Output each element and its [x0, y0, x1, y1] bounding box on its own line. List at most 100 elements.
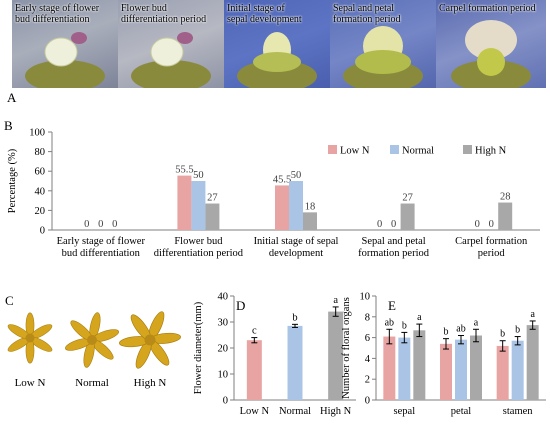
bar	[287, 325, 303, 400]
significance-letter: b	[292, 312, 297, 323]
category-label: Sepal and petal	[362, 236, 426, 247]
y-tick-label: 100	[29, 128, 45, 139]
flower-center	[25, 333, 35, 343]
significance-letter: ab	[385, 317, 394, 328]
bud-illustration	[451, 20, 531, 88]
stage-photo: Carpel formation period	[436, 0, 546, 88]
stage-photo-label: Flower bud differentiation period	[121, 3, 206, 25]
y-tick-label: 20	[218, 344, 229, 355]
category-label: bud differentiation	[62, 248, 141, 259]
significance-letter: b	[515, 325, 520, 336]
data-label: 27	[402, 193, 413, 204]
bar-high-n	[498, 202, 513, 230]
significance-letter: a	[333, 295, 338, 306]
stage-photo-label: Sepal and petal formation period	[333, 3, 400, 25]
category-label: differentiation period	[154, 248, 244, 259]
data-label: 27	[207, 193, 218, 204]
y-tick-label: 2	[365, 375, 370, 386]
category-label: period	[478, 248, 506, 259]
stage-photo: Early stage of flower bud differentiation	[12, 0, 118, 88]
stage-photo-label: Initial stage of sepal development	[227, 3, 302, 25]
flower-images: Low N Normal High N	[7, 311, 181, 389]
y-tick-label: 10	[360, 292, 371, 303]
y-tick-label: 0	[223, 396, 228, 407]
panel-a-letter: A	[7, 90, 17, 105]
bud-shape	[465, 20, 517, 60]
category-label: formation period	[358, 248, 430, 259]
data-label: 0	[475, 219, 480, 230]
stage-photo-label-line2: bud differentiation	[15, 14, 90, 25]
bar-high-n	[526, 325, 539, 400]
sepal-ring	[253, 52, 301, 72]
stage-photo-label-line2: differentiation period	[121, 14, 207, 25]
data-label: 50	[291, 170, 302, 181]
significance-letter: b	[500, 329, 505, 340]
flower-label: Low N	[15, 377, 46, 389]
significance-letter: a	[474, 317, 479, 328]
y-tick-label: 4	[365, 354, 371, 365]
sepal-ring	[355, 50, 411, 74]
significance-letter: a	[530, 309, 535, 320]
flower-label: Normal	[75, 377, 109, 389]
category-label: Initial stage of sepal	[254, 236, 339, 247]
bar-low-n	[177, 175, 192, 230]
legend-swatch	[328, 145, 337, 154]
flower-illustration	[119, 311, 181, 369]
bar-low-n	[383, 336, 396, 400]
data-label: 0	[98, 219, 103, 230]
category-label: Flower bud	[174, 236, 223, 247]
stage-photo-label: Early stage of flower bud differentiation	[15, 3, 99, 25]
y-axis-label: Flower diameter(mm)	[193, 301, 204, 394]
data-label: 28	[500, 192, 511, 203]
bar-high-n	[400, 203, 415, 230]
bar-normal	[511, 340, 524, 400]
stem-base	[131, 60, 211, 88]
significance-letter: c	[252, 326, 257, 337]
y-tick-label: 8	[365, 312, 370, 323]
significance-letter: b	[444, 327, 449, 338]
legend-label: Normal	[402, 146, 434, 157]
legend-label: High N	[475, 146, 507, 157]
panel-e-letter: E	[388, 298, 396, 313]
category-label: High N	[320, 406, 352, 417]
data-label: 0	[391, 219, 396, 230]
bar-high-n	[205, 203, 220, 230]
bar-normal	[191, 181, 206, 230]
y-tick-label: 60	[35, 167, 46, 178]
data-label: 45.5	[273, 174, 291, 185]
bar-high-n	[413, 330, 426, 400]
legend-swatch	[390, 145, 399, 154]
bar-normal	[398, 337, 411, 400]
bud-tip	[177, 32, 193, 44]
data-label: 0	[489, 219, 494, 230]
bar-low-n	[275, 185, 289, 230]
legend-swatch	[463, 145, 472, 154]
bar-normal	[455, 339, 467, 400]
significance-letter: a	[417, 312, 422, 323]
flower-center	[144, 334, 156, 346]
bud-illustration	[25, 32, 105, 88]
bud-illustration	[131, 32, 211, 88]
bud-illustration	[343, 26, 423, 88]
bar-low-n	[440, 343, 452, 400]
bar-high-n	[470, 335, 482, 400]
flower-label: High N	[134, 377, 167, 389]
y-tick-label: 30	[218, 318, 229, 329]
y-tick-label: 6	[365, 333, 370, 344]
stem-base	[25, 60, 105, 88]
panel-b-letter: B	[4, 118, 13, 133]
stage-photo-label: Carpel formation period	[439, 3, 536, 14]
stage-photo: Flower bud differentiation period	[118, 0, 224, 88]
flower-illustration	[7, 312, 53, 364]
y-tick-label: 10	[218, 370, 229, 381]
data-label: 50	[193, 170, 204, 181]
category-label: Carpel formation	[455, 236, 528, 247]
data-label: 55.5	[175, 165, 193, 176]
data-label: 18	[305, 201, 316, 212]
stage-photo-label-line2: formation period	[333, 14, 401, 25]
category-label: development	[269, 248, 323, 259]
bud-shape	[150, 37, 184, 67]
y-tick-label: 0	[40, 226, 45, 237]
